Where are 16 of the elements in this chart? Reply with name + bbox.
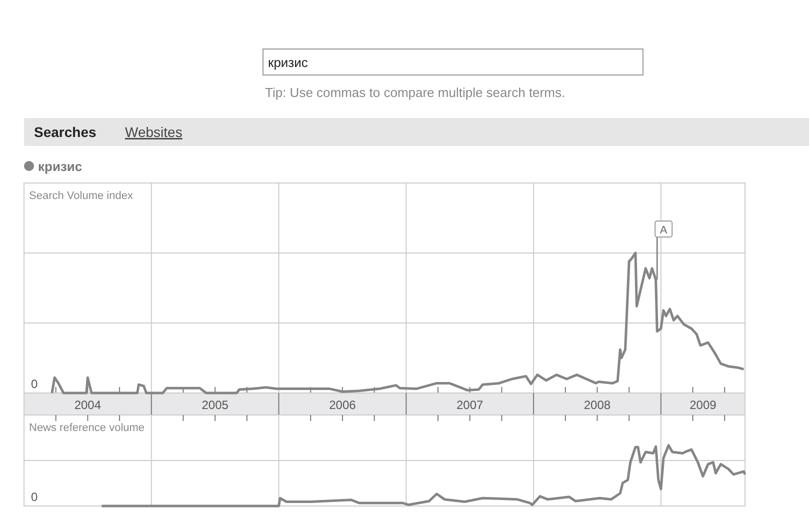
annotation: A (660, 224, 668, 236)
y-axis-title: News reference volume (29, 422, 145, 434)
x-tick-label: 2006 (329, 398, 356, 412)
x-tick-label: 2005 (202, 398, 229, 412)
annotation: 0 (31, 377, 38, 391)
legend-label: кризис (38, 159, 82, 174)
y-axis-title: Search Volume index (29, 190, 134, 202)
text: Tip: Use commas to compare multiple search terms. (265, 85, 566, 100)
annotation: 0 (31, 490, 38, 504)
text: Searches (34, 124, 96, 140)
text: Websites (125, 124, 182, 140)
x-tick-label: 2007 (456, 398, 484, 412)
x-tick-label: 2009 (690, 398, 717, 412)
x-tick-label: 2004 (74, 398, 102, 412)
text: кризис (268, 55, 308, 70)
x-tick-label: 2008 (584, 398, 611, 412)
